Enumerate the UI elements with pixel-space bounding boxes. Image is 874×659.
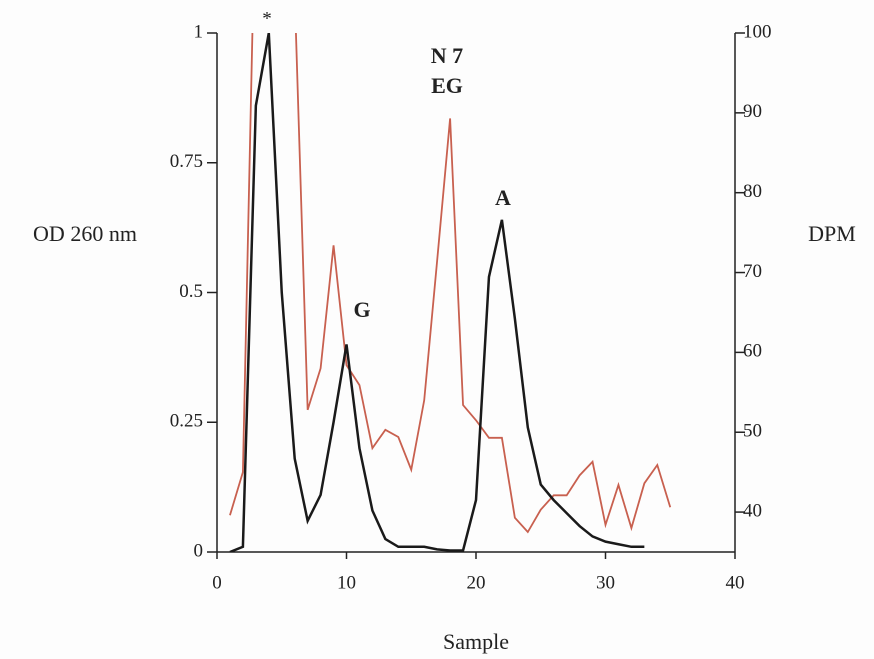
series-line bbox=[229, 33, 672, 534]
x-tick-label: 0 bbox=[212, 572, 222, 593]
y-tick-label: 1 bbox=[194, 21, 204, 42]
annotation: EG bbox=[431, 73, 463, 98]
y2-axis-label: DPM bbox=[808, 221, 856, 246]
y2-tick-label: 70 bbox=[743, 261, 762, 282]
annotation: * bbox=[262, 8, 272, 29]
x-tick-label: 30 bbox=[596, 572, 615, 593]
y2-tick-label: 90 bbox=[743, 101, 762, 122]
y2-tick-label: 80 bbox=[743, 181, 762, 202]
y-tick-label: 0.5 bbox=[179, 281, 203, 302]
y-tick-label: 0 bbox=[194, 540, 204, 561]
plot-area bbox=[229, 33, 672, 552]
y-axis-label: OD 260 nm bbox=[33, 221, 137, 246]
y-tick-label: 0.75 bbox=[170, 151, 203, 172]
y2-tick-label: 100 bbox=[743, 21, 772, 42]
annotation: N 7 bbox=[431, 43, 463, 68]
y-tick-label: 0.25 bbox=[170, 411, 203, 432]
y2-tick-label: 60 bbox=[743, 341, 762, 362]
x-tick-label: 10 bbox=[337, 572, 356, 593]
y2-tick-label: 50 bbox=[743, 421, 762, 442]
annotation: A bbox=[495, 185, 511, 210]
x-axis-label: Sample bbox=[443, 629, 509, 654]
x-tick-label: 20 bbox=[467, 572, 486, 593]
series-line bbox=[229, 33, 645, 552]
x-tick-label: 40 bbox=[726, 572, 745, 593]
y2-tick-label: 40 bbox=[743, 500, 762, 521]
annotation: G bbox=[353, 297, 370, 322]
